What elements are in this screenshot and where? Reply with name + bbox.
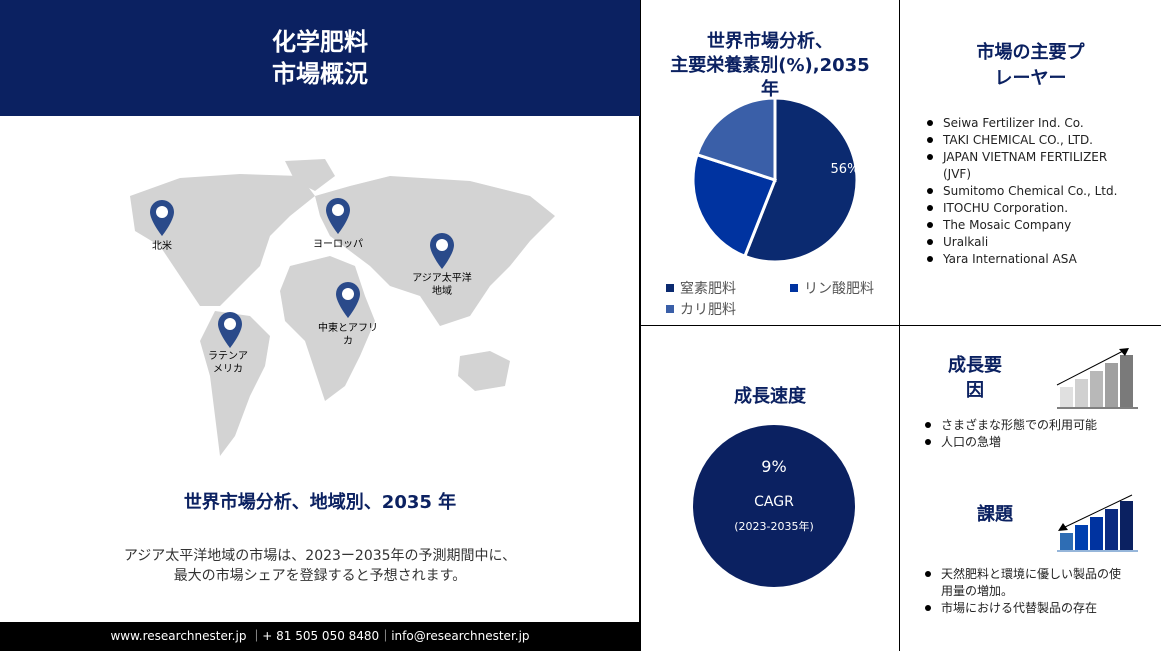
- map-pin-icon: [218, 312, 242, 348]
- drivers-title: 成長要 因: [935, 353, 1015, 403]
- map-pin-icon: [430, 233, 454, 269]
- challenges-title: 課題: [977, 504, 1013, 525]
- legend-label: 窒素肥料: [680, 281, 736, 297]
- legend-swatch: [666, 305, 674, 313]
- region-label-asia-pacific: アジア太平洋地域: [412, 273, 472, 297]
- players-list: Seiwa Fertilizer Ind. Co. TAKI CHEMICAL C…: [927, 115, 1137, 268]
- pie-slice-1: [691, 152, 777, 259]
- cagr-label: CAGR: [754, 494, 794, 510]
- players-title-line2: レーヤー: [994, 68, 1067, 89]
- list-item: Seiwa Fertilizer Ind. Co.: [927, 115, 1137, 132]
- divider: [640, 325, 1161, 326]
- list-item: Uralkali: [927, 234, 1137, 251]
- regional-panel: 北米 ヨーロッパ アジア太平洋地域 中東とアフリカ ラテンアメリカ 世界市場分析…: [0, 116, 640, 622]
- header-banner: 化学肥料 市場概況: [0, 0, 640, 116]
- legend-swatch: [666, 284, 674, 292]
- cagr-value: 9%: [761, 457, 787, 476]
- legend-item-nitrogen: 窒素肥料: [666, 278, 736, 298]
- region-description: アジア太平洋地域の市場は、2023ー2035年の予測期間中に、 最大の市場シェア…: [0, 546, 640, 586]
- drivers-list: さまざまな形態での利用可能 人口の急増: [925, 417, 1155, 451]
- region-label-mea: 中東とアフリカ: [318, 323, 378, 347]
- list-item: ITOCHU Corporation.: [927, 200, 1137, 217]
- players-title-line1: 市場の主要プ: [976, 42, 1085, 63]
- list-item: JAPAN VIETNAM FERTILIZER (JVF): [927, 149, 1137, 183]
- growth-title: 成長速度: [734, 386, 806, 407]
- region-description-line1: アジア太平洋地域の市場は、2023ー2035年の予測期間中に、: [123, 548, 517, 564]
- drivers-title-line2: 因: [966, 380, 984, 401]
- list-item: さまざまな形態での利用可能: [925, 417, 1155, 434]
- list-item: TAKI CHEMICAL CO., LTD.: [927, 132, 1137, 149]
- legend-item-potash: カリ肥料: [666, 299, 736, 319]
- players-title: 市場の主要プ レーヤー: [900, 40, 1161, 92]
- pie-slice-0: [742, 96, 859, 264]
- list-item: Sumitomo Chemical Co., Ltd.: [927, 183, 1137, 200]
- growth-chart-icon: [1056, 348, 1138, 409]
- pie-title: 世界市場分析、 主要栄養素別(%),2035 年: [641, 30, 899, 102]
- legend-label: リン酸肥料: [804, 281, 874, 297]
- page-title-line1: 化学肥料: [272, 28, 368, 56]
- list-item: 市場における代替製品の存在: [925, 600, 1125, 617]
- region-description-line2: 最大の市場シェアを登録すると予想されます。: [173, 568, 467, 584]
- list-item: 人口の急増: [925, 434, 1155, 451]
- legend-label: カリ肥料: [680, 302, 736, 318]
- challenges-list: 天然肥料と環境に優しい製品の使用量の増加。 市場における代替製品の存在: [925, 566, 1125, 617]
- pie-title-line3: 年: [761, 79, 779, 100]
- list-item: 天然肥料と環境に優しい製品の使用量の増加。: [925, 566, 1125, 600]
- pie-slice-2: [695, 96, 777, 183]
- cagr-circle: 9% CAGR (2023-2035年): [693, 425, 855, 587]
- decline-chart-icon: [1057, 494, 1138, 552]
- pie-data-label: 56%: [831, 162, 860, 177]
- map-pin-icon: [150, 200, 174, 236]
- map-pin-icon: [336, 282, 360, 318]
- region-label-europe: ヨーロッパ: [313, 239, 363, 250]
- cagr-period: (2023-2035年): [734, 520, 814, 533]
- map-pin-icon: [326, 198, 350, 234]
- list-item: Yara International ASA: [927, 251, 1137, 268]
- region-label-north-america: 北米: [152, 241, 172, 252]
- list-item: The Mosaic Company: [927, 217, 1137, 234]
- drivers-title-line1: 成長要: [948, 355, 1002, 376]
- region-label-latin-america: ラテンアメリカ: [208, 351, 248, 375]
- pie-title-line2: 主要栄養素別(%),2035: [670, 55, 870, 76]
- page-title-line2: 市場概況: [272, 60, 368, 88]
- legend-swatch: [790, 284, 798, 292]
- legend-item-phosphate: リン酸肥料: [790, 278, 874, 298]
- pie-title-line1: 世界市場分析、: [707, 31, 833, 52]
- pie-chart: 56%: [691, 96, 860, 264]
- region-title: 世界市場分析、地域別、2035 年: [183, 492, 457, 513]
- footer-contact: www.researchnester.jp ｜+ 81 505 050 8480…: [0, 622, 640, 651]
